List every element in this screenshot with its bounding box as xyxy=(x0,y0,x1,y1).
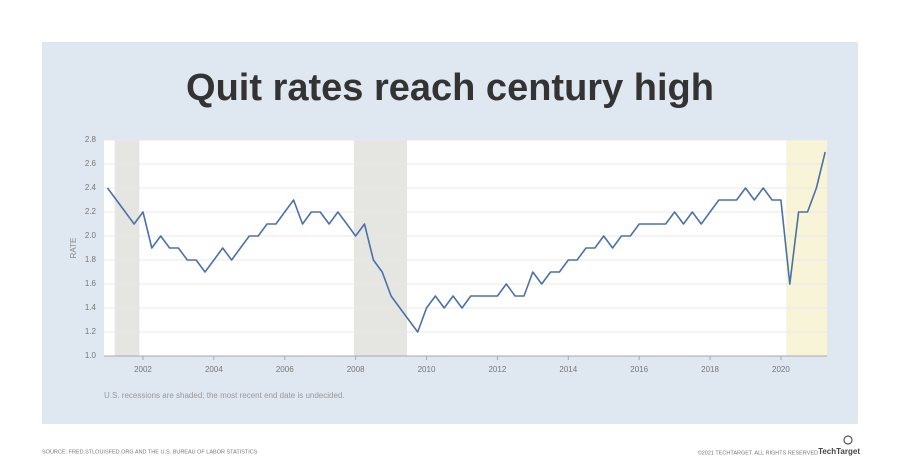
series-line xyxy=(106,151,826,333)
x-tick-label: 2020 xyxy=(772,365,790,374)
y-tick-label: 1.6 xyxy=(85,279,97,288)
copyright: ©2021 TECHTARGET. ALL RIGHTS RESERVED xyxy=(698,449,818,456)
y-tick-label: 1.8 xyxy=(85,255,97,264)
source: SOURCE: FRED.STLOUISFED.ORG AND THE U.S.… xyxy=(42,449,258,455)
y-tick-label: 2.2 xyxy=(85,207,97,216)
x-tick-label: 2004 xyxy=(205,365,223,374)
y-tick-label: 1.2 xyxy=(85,327,97,336)
x-tick-label: 2016 xyxy=(630,365,648,374)
recession-shade xyxy=(353,140,408,356)
y-tick-label: 2.4 xyxy=(85,183,97,192)
chart-title: Quit rates reach century high xyxy=(186,67,714,109)
x-tick-label: 2008 xyxy=(347,365,365,374)
y-axis-label: RATE xyxy=(69,238,78,259)
y-tick-label: 2.8 xyxy=(85,135,97,144)
note: U.S. recessions are shaded; the most rec… xyxy=(104,391,345,400)
x-tick-label: 2006 xyxy=(276,365,294,374)
recession-shade xyxy=(114,140,140,356)
x-tick-label: 2018 xyxy=(701,365,719,374)
plot-area xyxy=(104,140,827,356)
y-tick-label: 1.0 xyxy=(85,351,97,360)
y-tick-label: 2.0 xyxy=(85,231,97,240)
recession-shade xyxy=(786,140,827,356)
x-tick-label: 2012 xyxy=(488,365,506,374)
x-tick-label: 2010 xyxy=(418,365,436,374)
logo-icon xyxy=(843,435,853,445)
x-tick-label: 2014 xyxy=(559,365,577,374)
y-tick-label: 2.6 xyxy=(85,159,97,168)
brand: TechTarget xyxy=(818,447,860,456)
x-tick-label: 2002 xyxy=(134,365,152,374)
y-tick-label: 1.4 xyxy=(85,303,97,312)
